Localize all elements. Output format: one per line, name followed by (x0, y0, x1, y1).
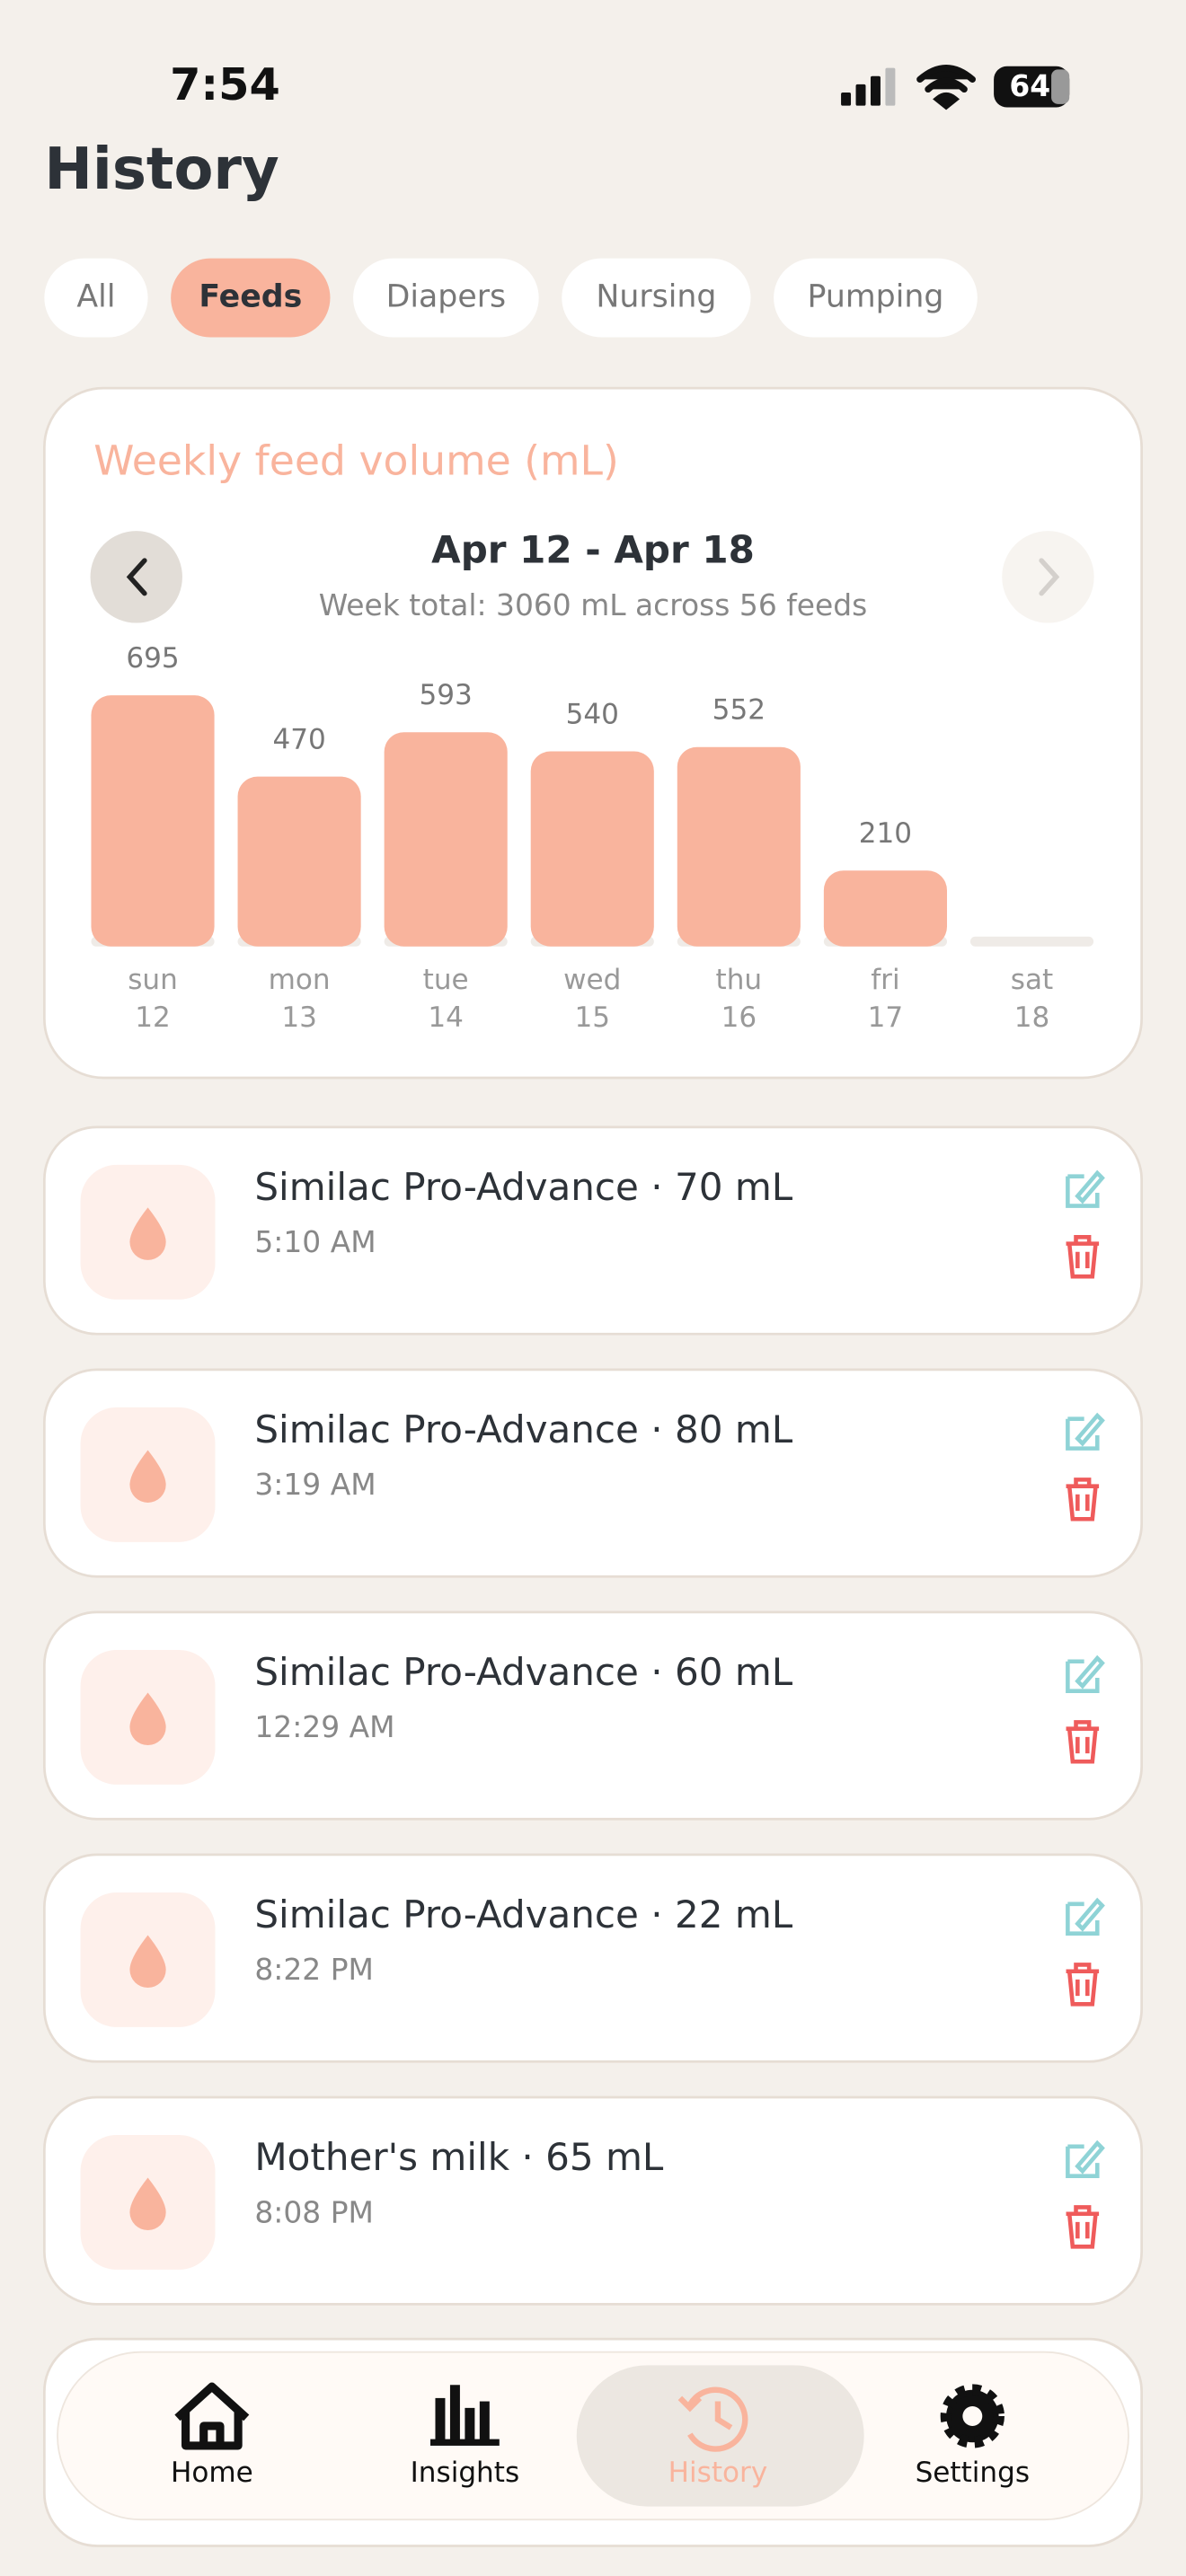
delete-button[interactable] (1066, 1478, 1100, 1522)
bar-value-label: 552 (712, 693, 766, 726)
bar-value-label: 695 (126, 642, 179, 675)
filter-label: Feeds (199, 279, 302, 315)
next-week-button[interactable] (1002, 531, 1094, 623)
week-range: Apr 12 - Apr 18 (431, 527, 755, 571)
entry-title: Similac Pro-Advance · 60 mL (254, 1650, 792, 1694)
day-label: sun (128, 964, 178, 996)
date-label: 17 (868, 1001, 904, 1034)
next-chevron (1039, 558, 1060, 596)
date-label: 12 (135, 1001, 171, 1034)
entry-title: Mother's milk · 65 mL (254, 2135, 664, 2179)
day-label: sat (1011, 964, 1053, 996)
active-tab-highlight (576, 2365, 864, 2507)
entry-title: Similac Pro-Advance · 80 mL (254, 1407, 792, 1451)
filter-pill[interactable] (774, 258, 978, 338)
filter-pill[interactable] (171, 258, 331, 338)
filter-label: Nursing (596, 279, 716, 315)
entry-time: 12:29 AM (254, 1709, 394, 1744)
bar-value-label: 593 (420, 679, 473, 711)
nav-label[interactable]: Home (171, 2457, 253, 2489)
entry-time: 5:10 AM (254, 1224, 376, 1259)
bar (237, 776, 361, 947)
date-label: 13 (281, 1001, 317, 1034)
day-label: wed (563, 964, 621, 996)
drop-icon (129, 1207, 166, 1260)
entry-title: Similac Pro-Advance · 22 mL (254, 1892, 792, 1936)
battery-icon (994, 66, 1070, 108)
date-label: 15 (574, 1001, 610, 1034)
delete-button[interactable] (1066, 2205, 1100, 2249)
bar-value-label: 470 (272, 723, 325, 755)
nav-label[interactable]: Settings (916, 2457, 1030, 2489)
settings-icon[interactable] (940, 2384, 1005, 2448)
day-label: mon (269, 964, 331, 996)
entry-card[interactable] (42, 1368, 1144, 1578)
filter-pill[interactable] (562, 258, 751, 338)
entry-card[interactable] (42, 2095, 1144, 2306)
bar (823, 870, 947, 947)
edit-button[interactable] (1066, 1654, 1105, 1693)
status-time: 7:54 (170, 58, 280, 110)
drop-icon (129, 1935, 166, 1989)
filter-label: Diapers (386, 279, 506, 315)
entry-card[interactable] (42, 1853, 1144, 2063)
bar (91, 695, 215, 947)
insights-icon[interactable] (430, 2385, 500, 2446)
date-label: 16 (721, 1001, 757, 1034)
bar-track (969, 936, 1094, 947)
bar (530, 751, 654, 947)
entry-card[interactable] (42, 1125, 1144, 1336)
filter-pill[interactable] (353, 258, 539, 338)
entry-time: 8:08 PM (254, 2194, 374, 2229)
edit-button[interactable] (1066, 1412, 1105, 1451)
edit-button[interactable] (1066, 1169, 1105, 1208)
edit-button[interactable] (1066, 1897, 1105, 1936)
filter-bar: All Feeds Diapers Nursing Pumping (44, 258, 978, 338)
entry-title: Similac Pro-Advance · 70 mL (254, 1165, 792, 1209)
drop-icon (129, 1450, 166, 1503)
date-label: 14 (428, 1001, 464, 1034)
wifi-icon (916, 65, 976, 110)
day-label: thu (716, 964, 763, 996)
page-title: History (44, 137, 279, 203)
nav-labels: Home Insights History Settings (171, 2457, 1030, 2489)
drop-icon (129, 1692, 166, 1745)
history-icon[interactable] (677, 2386, 748, 2452)
nav-label[interactable]: History (668, 2457, 768, 2489)
entry-list: Similac Pro-Advance · 70 mL 5:10 AM Simila… (42, 1125, 1144, 2306)
bar-chart: 695 sun 12 470 mon 13 593 tue 14 540 wed 15 552 thu 16… (91, 642, 1094, 1034)
date-label: 18 (1014, 1001, 1050, 1034)
filter-pill[interactable] (44, 258, 148, 338)
day-label: tue (423, 964, 469, 996)
chart-title: Weekly feed volume (mL) (93, 437, 619, 485)
bar (384, 732, 508, 947)
filter-label: All (76, 279, 115, 315)
home-icon[interactable] (174, 2382, 250, 2450)
battery-empty (1051, 69, 1070, 104)
prev-week-button[interactable] (90, 531, 182, 623)
entry-card[interactable] (42, 1610, 1144, 1821)
signal-icon (841, 67, 896, 106)
drop-icon (129, 2177, 166, 2231)
battery-level: 64 (1009, 68, 1050, 103)
nav-label[interactable]: Insights (411, 2457, 520, 2489)
filter-label: Pumping (808, 279, 944, 315)
day-label: fri (871, 964, 899, 996)
delete-button[interactable] (1066, 1235, 1100, 1279)
prev-chevron (126, 558, 147, 596)
bar-value-label: 540 (566, 698, 619, 730)
bar (677, 746, 801, 947)
delete-button[interactable] (1066, 1720, 1100, 1764)
entry-time: 3:19 AM (254, 1467, 376, 1502)
week-summary: Week total: 3060 mL across 56 feeds (319, 587, 868, 622)
entry-time: 8:22 PM (254, 1952, 374, 1987)
edit-button[interactable] (1066, 2139, 1105, 2179)
delete-button[interactable] (1066, 1963, 1100, 2007)
bar-value-label: 210 (859, 817, 912, 850)
